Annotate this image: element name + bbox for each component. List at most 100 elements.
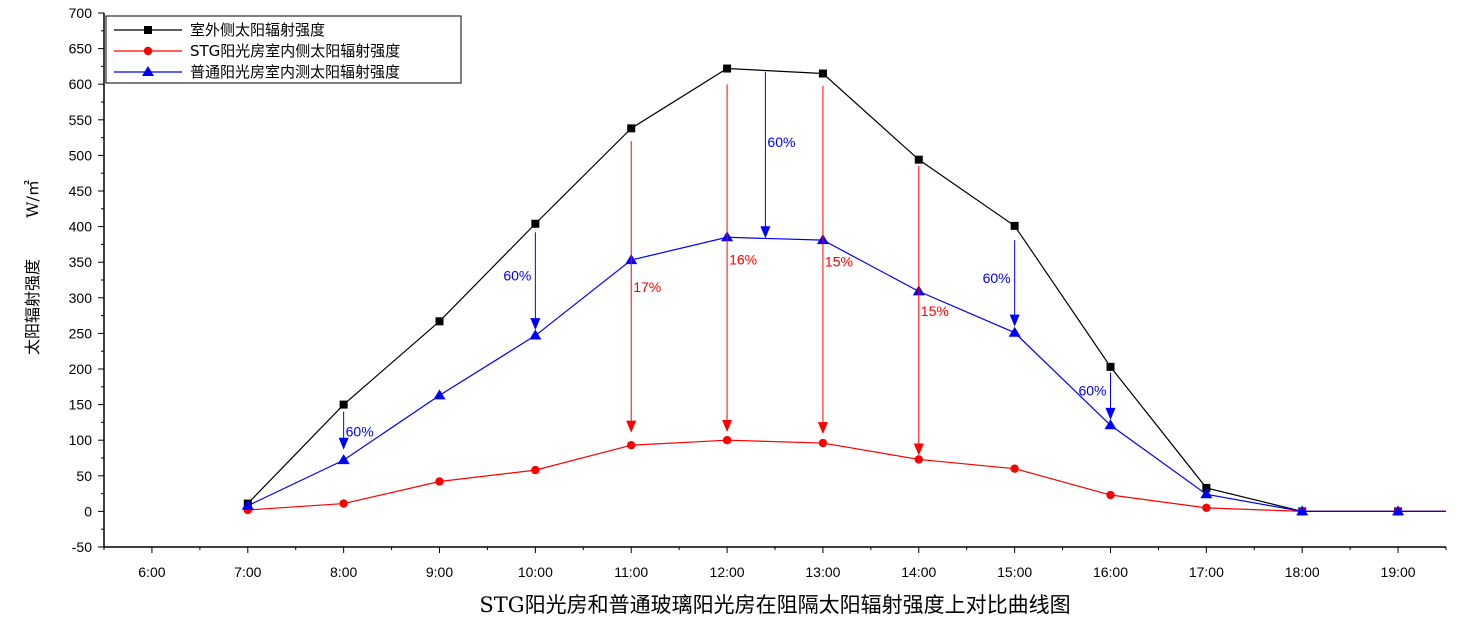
x-tick-label: 16:00 [1093, 564, 1128, 580]
annotation-label: 16% [729, 252, 757, 268]
data-point [435, 317, 444, 326]
data-point [529, 329, 542, 340]
y-tick-label: 700 [69, 5, 93, 21]
data-point [435, 477, 444, 486]
data-point [1106, 490, 1115, 500]
y-tick-label: 100 [69, 432, 93, 448]
x-tick-label: 10:00 [518, 564, 553, 580]
data-point [1392, 505, 1405, 516]
y-tick-label: 600 [69, 76, 93, 92]
data-point [914, 455, 923, 464]
data-point [531, 219, 540, 228]
x-tick-label: 9:00 [426, 564, 453, 580]
y-tick-label: -50 [72, 539, 92, 555]
arrow-head [817, 422, 828, 435]
y-tick-label: 500 [69, 147, 93, 163]
annotation-arrow: 60% [760, 72, 795, 239]
x-tick-label: 6:00 [138, 564, 165, 580]
data-point [1106, 362, 1115, 371]
series-3 [241, 231, 1446, 516]
y-tick-label: 150 [69, 397, 93, 413]
annotation-arrow: 60% [983, 240, 1020, 327]
legend-label: STG阳光房室内侧太阳辐射强度 [190, 42, 400, 60]
y-tick-label: 350 [69, 254, 93, 270]
series-line [247, 439, 1446, 512]
y-tick-label: 650 [69, 41, 93, 57]
annotations: 60% 60% 60% 60% 60% 17% 16% 15% 15% [338, 72, 1116, 456]
data-point [241, 499, 254, 510]
arrow-head [1009, 314, 1020, 327]
legend-marker [144, 26, 152, 34]
x-tick-label: 12:00 [710, 564, 745, 580]
y-tick-label: 450 [69, 183, 93, 199]
axes: -50 0 50 100 150 200 250 300 350 400 450 500 550 600 6… [69, 5, 1447, 580]
x-tick-label: 13:00 [805, 564, 840, 580]
series-layer [241, 64, 1446, 516]
annotation-arrow: 16% [722, 84, 757, 432]
annotation-label: 60% [1078, 383, 1106, 399]
data-point [1202, 503, 1211, 513]
data-point [1296, 505, 1309, 516]
x-tick-label: 19:00 [1381, 564, 1416, 580]
y-tick-label: 300 [69, 290, 93, 306]
arrow-head [760, 226, 771, 239]
data-point [1202, 483, 1211, 492]
arrow-head [530, 318, 541, 331]
annotation-arrow: 60% [338, 411, 374, 450]
y-tick-label: 0 [84, 503, 92, 519]
annotation-label: 60% [767, 134, 795, 150]
x-tick-label: 8:00 [330, 564, 357, 580]
annotation-label: 60% [503, 268, 531, 284]
data-point [1200, 488, 1213, 499]
data-point [627, 124, 636, 133]
data-point [433, 389, 446, 400]
series-line [247, 67, 1446, 512]
y-tick-label: 250 [69, 325, 93, 341]
data-point [1008, 326, 1021, 337]
x-tick-label: 7:00 [234, 564, 261, 580]
annotation-arrow: 15% [913, 166, 949, 456]
data-point [723, 64, 732, 73]
data-point [337, 454, 350, 465]
y-tick-label: 550 [69, 112, 93, 128]
annotation-label: 15% [825, 253, 853, 269]
legend-label: 室外侧太阳辐射强度 [190, 21, 325, 39]
annotation-arrow: 15% [817, 85, 853, 435]
data-point [627, 440, 636, 450]
y-axis-unit: W/㎡ [23, 180, 42, 218]
legend-marker [143, 46, 153, 56]
y-tick-label: 50 [76, 468, 92, 484]
annotation-arrow: 60% [503, 232, 541, 331]
annotation-label: 60% [983, 270, 1011, 286]
annotation-arrow: 17% [626, 141, 661, 433]
legend-marker [142, 66, 154, 76]
annotation-label: 15% [921, 303, 949, 319]
x-axis-title: STG阳光房和普通玻璃阳光房在阻隔太阳辐射强度上对比曲线图 [479, 593, 1070, 617]
data-point [1104, 419, 1117, 430]
series-line [247, 236, 1446, 512]
x-tick-label: 11:00 [614, 564, 648, 580]
x-tick-label: 14:00 [901, 564, 936, 580]
series-2 [243, 436, 1446, 516]
data-point [818, 69, 827, 78]
annotation-label: 17% [633, 279, 661, 295]
x-tick-label: 18:00 [1285, 564, 1320, 580]
y-tick-label: 400 [69, 219, 93, 235]
arrow-head [913, 443, 924, 456]
data-point [914, 155, 923, 164]
y-axis-title: 太阳辐射强度 [23, 259, 42, 355]
arrow-head [722, 419, 733, 432]
legend-item-3: 普通阳光房室内测太阳辐射强度 [114, 63, 400, 81]
legend-item-1: 室外侧太阳辐射强度 [114, 21, 325, 39]
arrow-head [1105, 407, 1116, 420]
data-point [1010, 221, 1019, 230]
data-point [339, 499, 348, 508]
data-point [531, 465, 540, 475]
legend-label: 普通阳光房室内测太阳辐射强度 [190, 63, 400, 81]
data-point [722, 436, 732, 445]
legend-item-2: STG阳光房室内侧太阳辐射强度 [114, 42, 400, 60]
data-point [818, 438, 828, 448]
data-point [1010, 464, 1019, 473]
